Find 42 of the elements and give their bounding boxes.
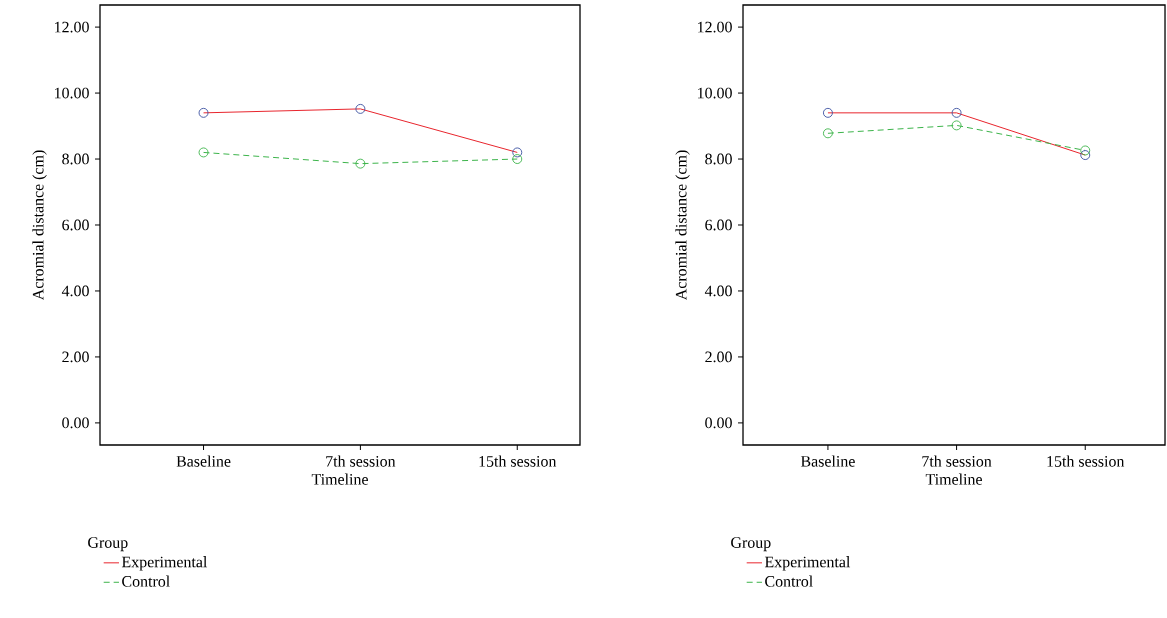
y-tick-label: 0.00 <box>705 417 732 429</box>
x-tick-label: 15th session <box>479 455 557 467</box>
point <box>822 107 833 118</box>
x-tick-label: Baseline <box>800 455 855 467</box>
point <box>512 154 523 164</box>
legend-title: Group <box>731 537 771 552</box>
legend-label: Control <box>122 575 170 587</box>
point <box>355 158 366 169</box>
y-tick-label: 2.00 <box>705 351 732 363</box>
point <box>951 120 962 131</box>
y-tick-label: 6.00 <box>705 219 732 231</box>
y-axis-title: Acromial distance (cm) <box>32 150 47 301</box>
y-tick-label: 2.00 <box>62 351 89 363</box>
point <box>512 147 523 158</box>
y-tick-label: 8.00 <box>62 153 89 165</box>
point <box>198 107 209 118</box>
legend-title: Group <box>88 537 128 552</box>
x-tick-label: 15th session <box>1047 455 1125 467</box>
legend-label: Control <box>765 575 813 587</box>
y-axis-title: Acromial distance (cm) <box>675 150 690 301</box>
y-tick-label: 12.00 <box>55 21 89 33</box>
x-tick-label: 7th session <box>326 455 396 467</box>
point <box>1080 145 1091 156</box>
x-tick-label: 7th session <box>922 455 992 467</box>
y-tick-label: 6.00 <box>62 219 89 231</box>
legend-label: Experimental <box>121 556 208 571</box>
point <box>1080 150 1091 161</box>
x-axis-title: Timeline <box>925 473 982 485</box>
legend-label: Experimental <box>764 556 851 571</box>
point <box>951 107 962 118</box>
y-tick-label: 0.00 <box>62 417 89 429</box>
x-tick-label: Baseline <box>176 455 231 467</box>
point <box>355 103 366 114</box>
y-tick-label: 10.00 <box>698 87 732 99</box>
y-tick-label: 4.00 <box>704 285 732 297</box>
point <box>198 147 209 158</box>
point <box>822 128 833 139</box>
y-tick-label: 8.00 <box>705 153 732 165</box>
y-tick-label: 10.00 <box>55 87 89 99</box>
y-tick-label: 12.00 <box>698 21 732 33</box>
y-tick-label: 4.00 <box>61 285 89 297</box>
x-axis-title: Timeline <box>311 473 368 485</box>
